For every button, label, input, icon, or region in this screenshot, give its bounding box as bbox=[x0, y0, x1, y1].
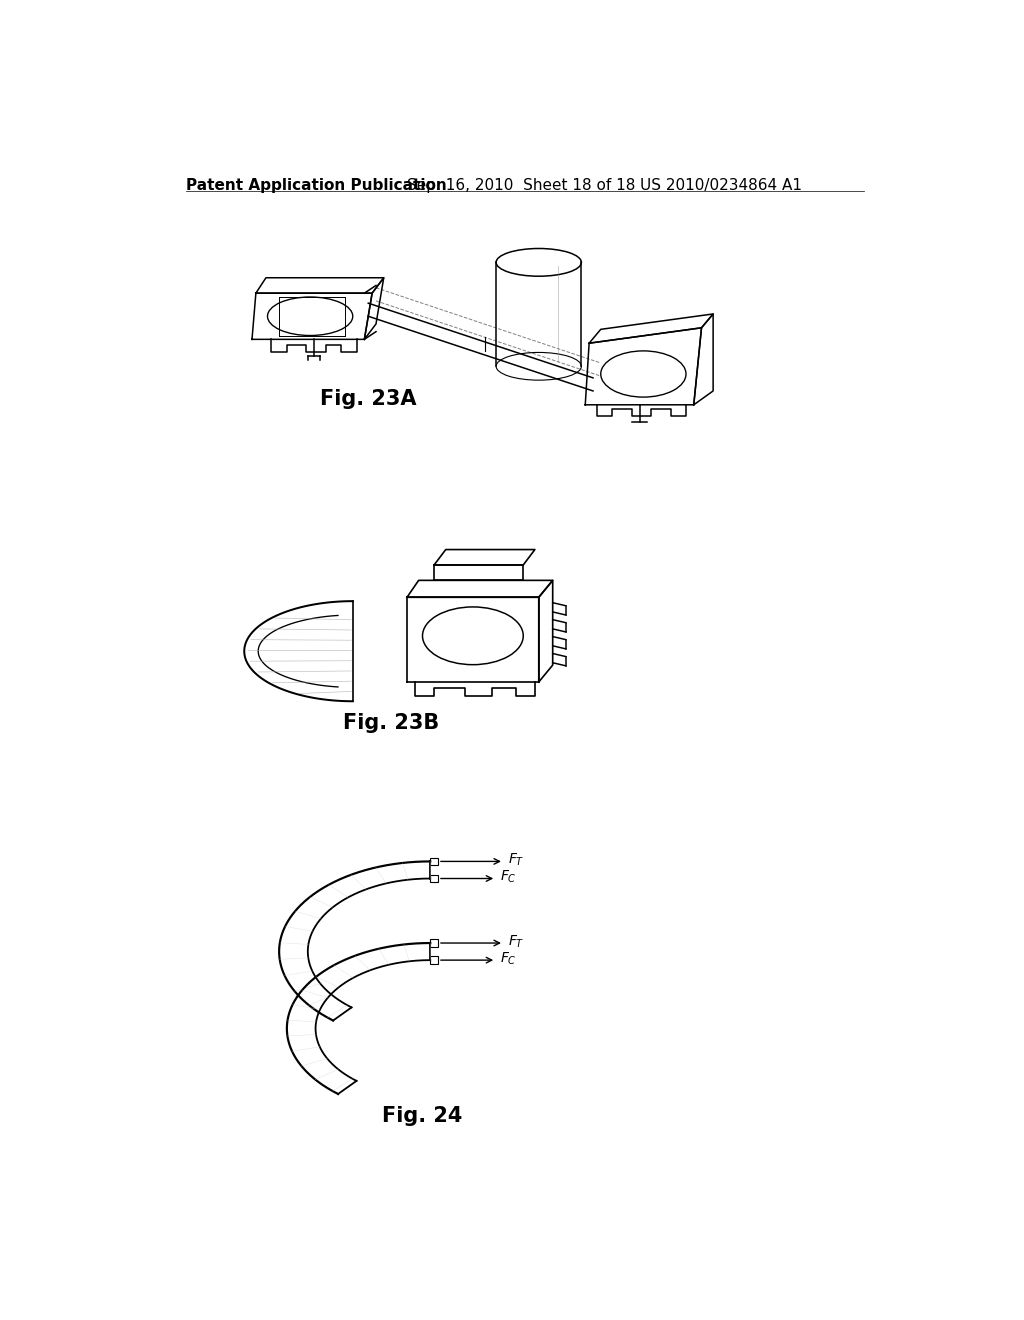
Bar bbox=[430, 875, 438, 882]
Text: $F_C$: $F_C$ bbox=[500, 869, 517, 886]
Text: Fig. 24: Fig. 24 bbox=[382, 1106, 463, 1126]
Text: Fig. 23A: Fig. 23A bbox=[319, 389, 417, 409]
Bar bbox=[430, 940, 438, 946]
Bar bbox=[430, 956, 438, 964]
Text: $F_T$: $F_T$ bbox=[508, 851, 524, 869]
Text: $F_C$: $F_C$ bbox=[500, 950, 517, 966]
Text: Patent Application Publication: Patent Application Publication bbox=[186, 178, 446, 193]
Text: $F_T$: $F_T$ bbox=[508, 933, 524, 949]
Text: Sep. 16, 2010  Sheet 18 of 18: Sep. 16, 2010 Sheet 18 of 18 bbox=[407, 178, 635, 193]
Bar bbox=[430, 858, 438, 866]
Text: US 2010/0234864 A1: US 2010/0234864 A1 bbox=[640, 178, 802, 193]
Text: Fig. 23B: Fig. 23B bbox=[343, 713, 439, 733]
